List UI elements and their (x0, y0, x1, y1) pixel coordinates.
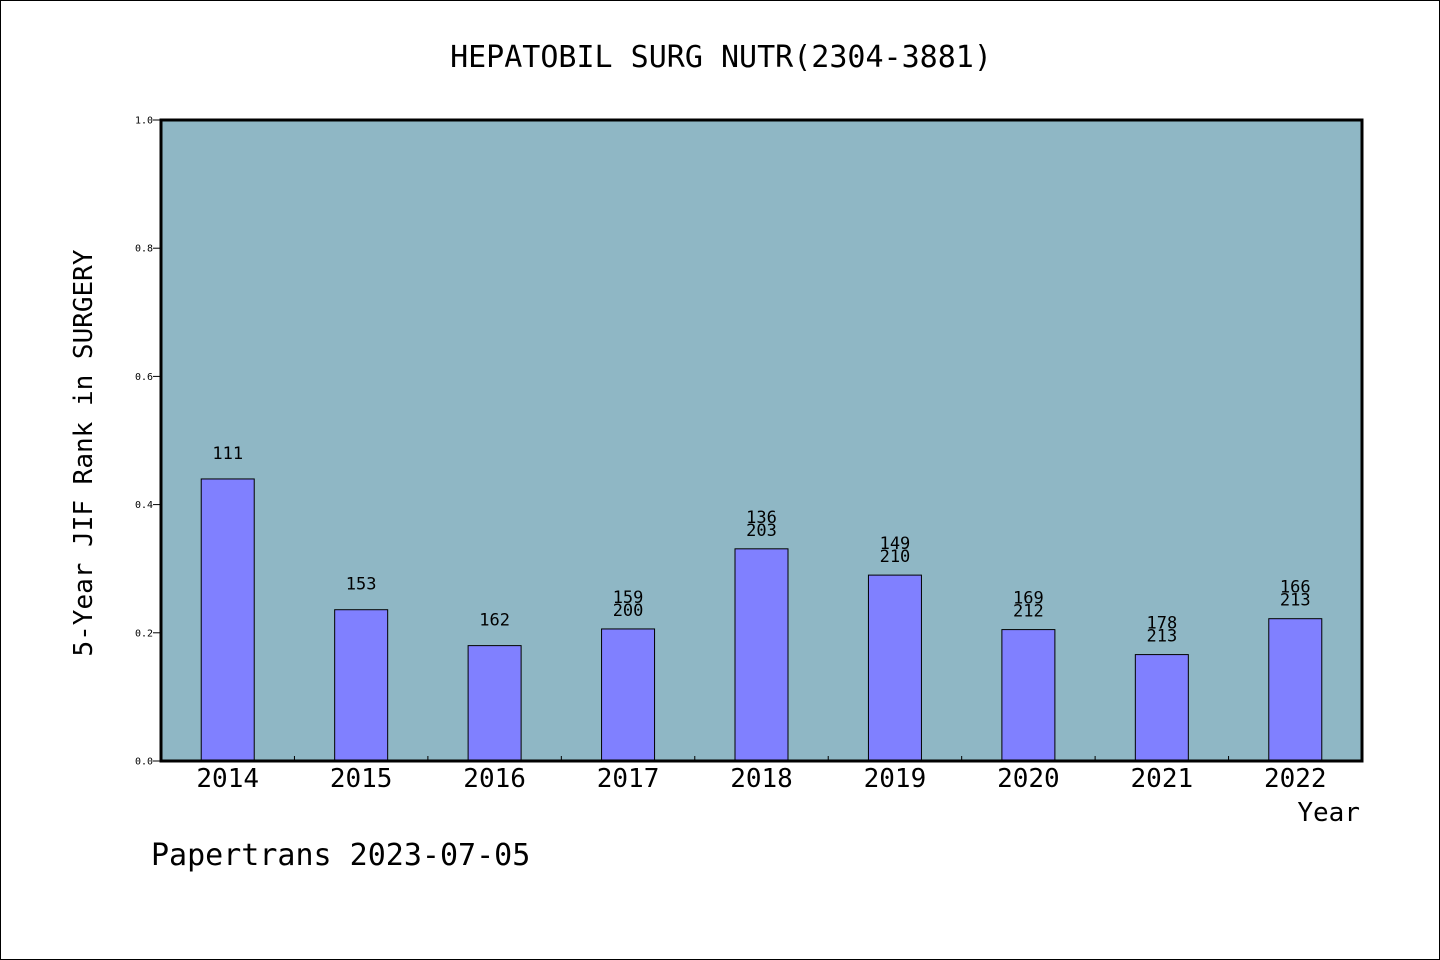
x-tick-label: 2016 (463, 764, 526, 794)
bar-label: 162 (479, 611, 510, 631)
x-tick-label: 2022 (1264, 764, 1327, 794)
bar-labels-layer: 1111531621592001362031492101692121782131… (212, 444, 1310, 647)
x-axis: 2014 2015 2016 2017 2018 2019 2020 2021 2022 (196, 756, 1327, 794)
x-tick-label: 2020 (997, 764, 1060, 794)
watermark-text: Papertrans 2023-07-05 (151, 838, 530, 873)
y-tick-label: 0.2 (135, 628, 153, 639)
bar-label: 169 (1013, 589, 1044, 609)
y-tick-label: 0.8 (135, 244, 153, 255)
chart-title: HEPATOBIL SURG NUTR(2304-3881) (450, 40, 992, 75)
y-tick-label: 0.0 (135, 757, 153, 768)
bar-label: 210 (880, 547, 911, 567)
bar-label: 159 (613, 588, 644, 608)
bar-2017 (601, 628, 656, 762)
bar-2015 (334, 609, 389, 762)
bar-label: 111 (212, 444, 243, 464)
bar-label: 136 (746, 508, 777, 528)
bar-2018 (734, 548, 789, 762)
bar-label: 203 (746, 521, 777, 541)
bar-2021 (1134, 654, 1189, 762)
x-tick-label: 2019 (864, 764, 927, 794)
x-tick-label: 2017 (597, 764, 660, 794)
x-tick-label: 2015 (330, 764, 393, 794)
bar-label: 178 (1146, 614, 1177, 634)
bar-label: 149 (880, 534, 911, 554)
y-tick-label: 0.6 (135, 372, 153, 383)
bar-label: 212 (1013, 602, 1044, 622)
x-axis-label: Year (1297, 798, 1360, 828)
bar-label: 213 (1146, 627, 1177, 647)
bar-label: 166 (1280, 578, 1311, 598)
bars-layer (200, 478, 1323, 762)
x-tick-label: 2018 (730, 764, 793, 794)
y-axis-label: 5-Year JIF Rank in SURGERY (69, 249, 99, 656)
bar-label: 153 (346, 575, 377, 595)
x-tick-label: 2014 (196, 764, 259, 794)
x-tick-label: 2021 (1131, 764, 1194, 794)
y-axis: 0.0 0.2 0.4 0.6 0.8 1.0 (135, 116, 161, 768)
plot-frame (159, 118, 1364, 763)
bar-2019 (867, 574, 922, 762)
bar-label: 200 (613, 601, 644, 621)
bar-2016 (467, 645, 522, 762)
bar-2014 (200, 478, 255, 762)
bar-2020 (1001, 629, 1056, 762)
bar-2022 (1268, 618, 1323, 762)
bar-label: 213 (1280, 591, 1311, 611)
y-tick-label: 1.0 (135, 116, 153, 127)
y-tick-label: 0.4 (135, 500, 153, 511)
